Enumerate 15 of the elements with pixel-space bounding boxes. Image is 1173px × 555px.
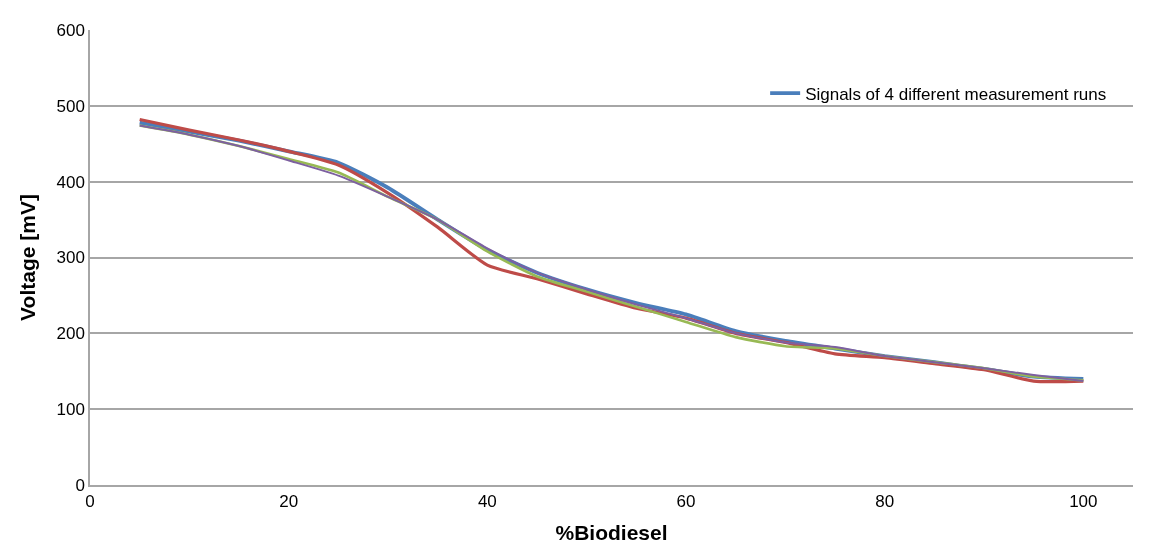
y-axis-title: Voltage [mV] xyxy=(16,194,40,321)
y-tick-label: 200 xyxy=(56,324,85,344)
x-axis-title: %Biodiesel xyxy=(555,520,668,544)
y-tick-label: 100 xyxy=(56,400,85,420)
y-tick-label: 300 xyxy=(56,248,85,268)
y-tick-label: 600 xyxy=(56,20,85,40)
x-tick-label: 80 xyxy=(875,492,895,512)
y-tick-label: 400 xyxy=(56,172,85,192)
legend-label: Signals of 4 different measurement runs xyxy=(805,84,1107,104)
y-tick-label: 0 xyxy=(75,475,85,495)
x-tick-label: 20 xyxy=(279,492,299,512)
x-tick-label: 60 xyxy=(676,492,696,512)
x-tick-label: 40 xyxy=(477,492,497,512)
y-tick-label: 500 xyxy=(56,96,85,116)
x-tick-label: 100 xyxy=(1069,492,1098,512)
